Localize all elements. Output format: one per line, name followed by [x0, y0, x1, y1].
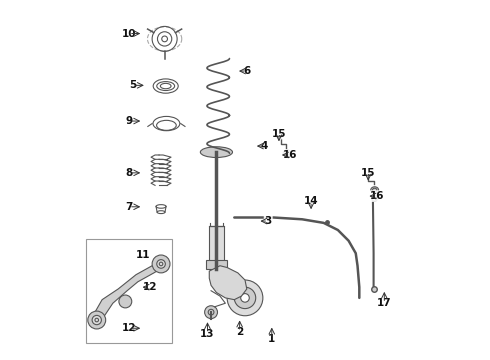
Text: 12: 12 — [143, 282, 158, 292]
Polygon shape — [209, 266, 247, 300]
Circle shape — [241, 294, 249, 302]
Text: 13: 13 — [200, 329, 215, 339]
Text: 17: 17 — [377, 298, 392, 308]
Text: 14: 14 — [304, 197, 318, 206]
Bar — [86, 239, 172, 342]
Circle shape — [88, 311, 106, 329]
Circle shape — [234, 287, 256, 309]
Circle shape — [92, 315, 101, 325]
Text: 11: 11 — [136, 250, 150, 260]
Text: 8: 8 — [125, 168, 132, 178]
Circle shape — [205, 306, 218, 319]
Bar — [209, 226, 224, 269]
Text: 16: 16 — [370, 191, 385, 201]
Text: 9: 9 — [125, 116, 132, 126]
Text: 7: 7 — [125, 202, 133, 212]
Polygon shape — [95, 262, 163, 319]
Text: 6: 6 — [243, 66, 250, 76]
Text: 15: 15 — [361, 168, 375, 178]
Text: 1: 1 — [268, 334, 275, 344]
Circle shape — [227, 280, 263, 316]
Text: 12: 12 — [122, 323, 136, 333]
Bar — [206, 260, 227, 269]
Text: 15: 15 — [271, 129, 286, 139]
Circle shape — [152, 255, 170, 273]
Text: 16: 16 — [282, 150, 297, 160]
Text: 5: 5 — [129, 80, 136, 90]
Ellipse shape — [200, 147, 232, 157]
Text: 3: 3 — [265, 216, 272, 226]
Ellipse shape — [371, 187, 379, 193]
Circle shape — [157, 260, 165, 268]
Circle shape — [119, 295, 132, 308]
Ellipse shape — [283, 150, 291, 157]
Text: 2: 2 — [236, 327, 243, 337]
Text: 4: 4 — [261, 141, 269, 151]
Text: 10: 10 — [122, 28, 136, 39]
